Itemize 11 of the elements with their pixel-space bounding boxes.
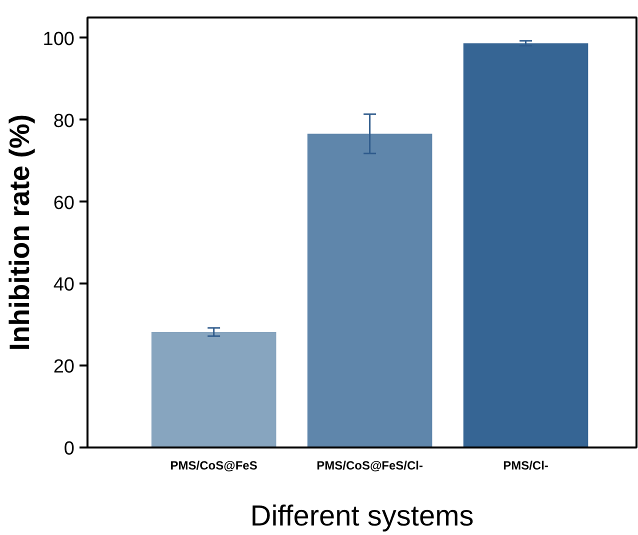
x-axis-title: Different systems (250, 500, 474, 532)
y-tick-label: 100 (42, 28, 74, 50)
y-axis-title: Inhibition rate (%) (4, 114, 35, 351)
x-tick-label: PMS/CoS@FeS/Cl- (316, 458, 423, 472)
y-tick-label: 60 (53, 192, 75, 214)
x-tick-label: PMS/Cl- (503, 458, 548, 472)
y-tick-label: 40 (53, 274, 75, 296)
y-tick-label: 0 (64, 438, 75, 460)
y-tick-label: 80 (53, 110, 75, 132)
x-tick-label: PMS/CoS@FeS (170, 458, 258, 472)
y-tick-label: 20 (53, 356, 75, 378)
